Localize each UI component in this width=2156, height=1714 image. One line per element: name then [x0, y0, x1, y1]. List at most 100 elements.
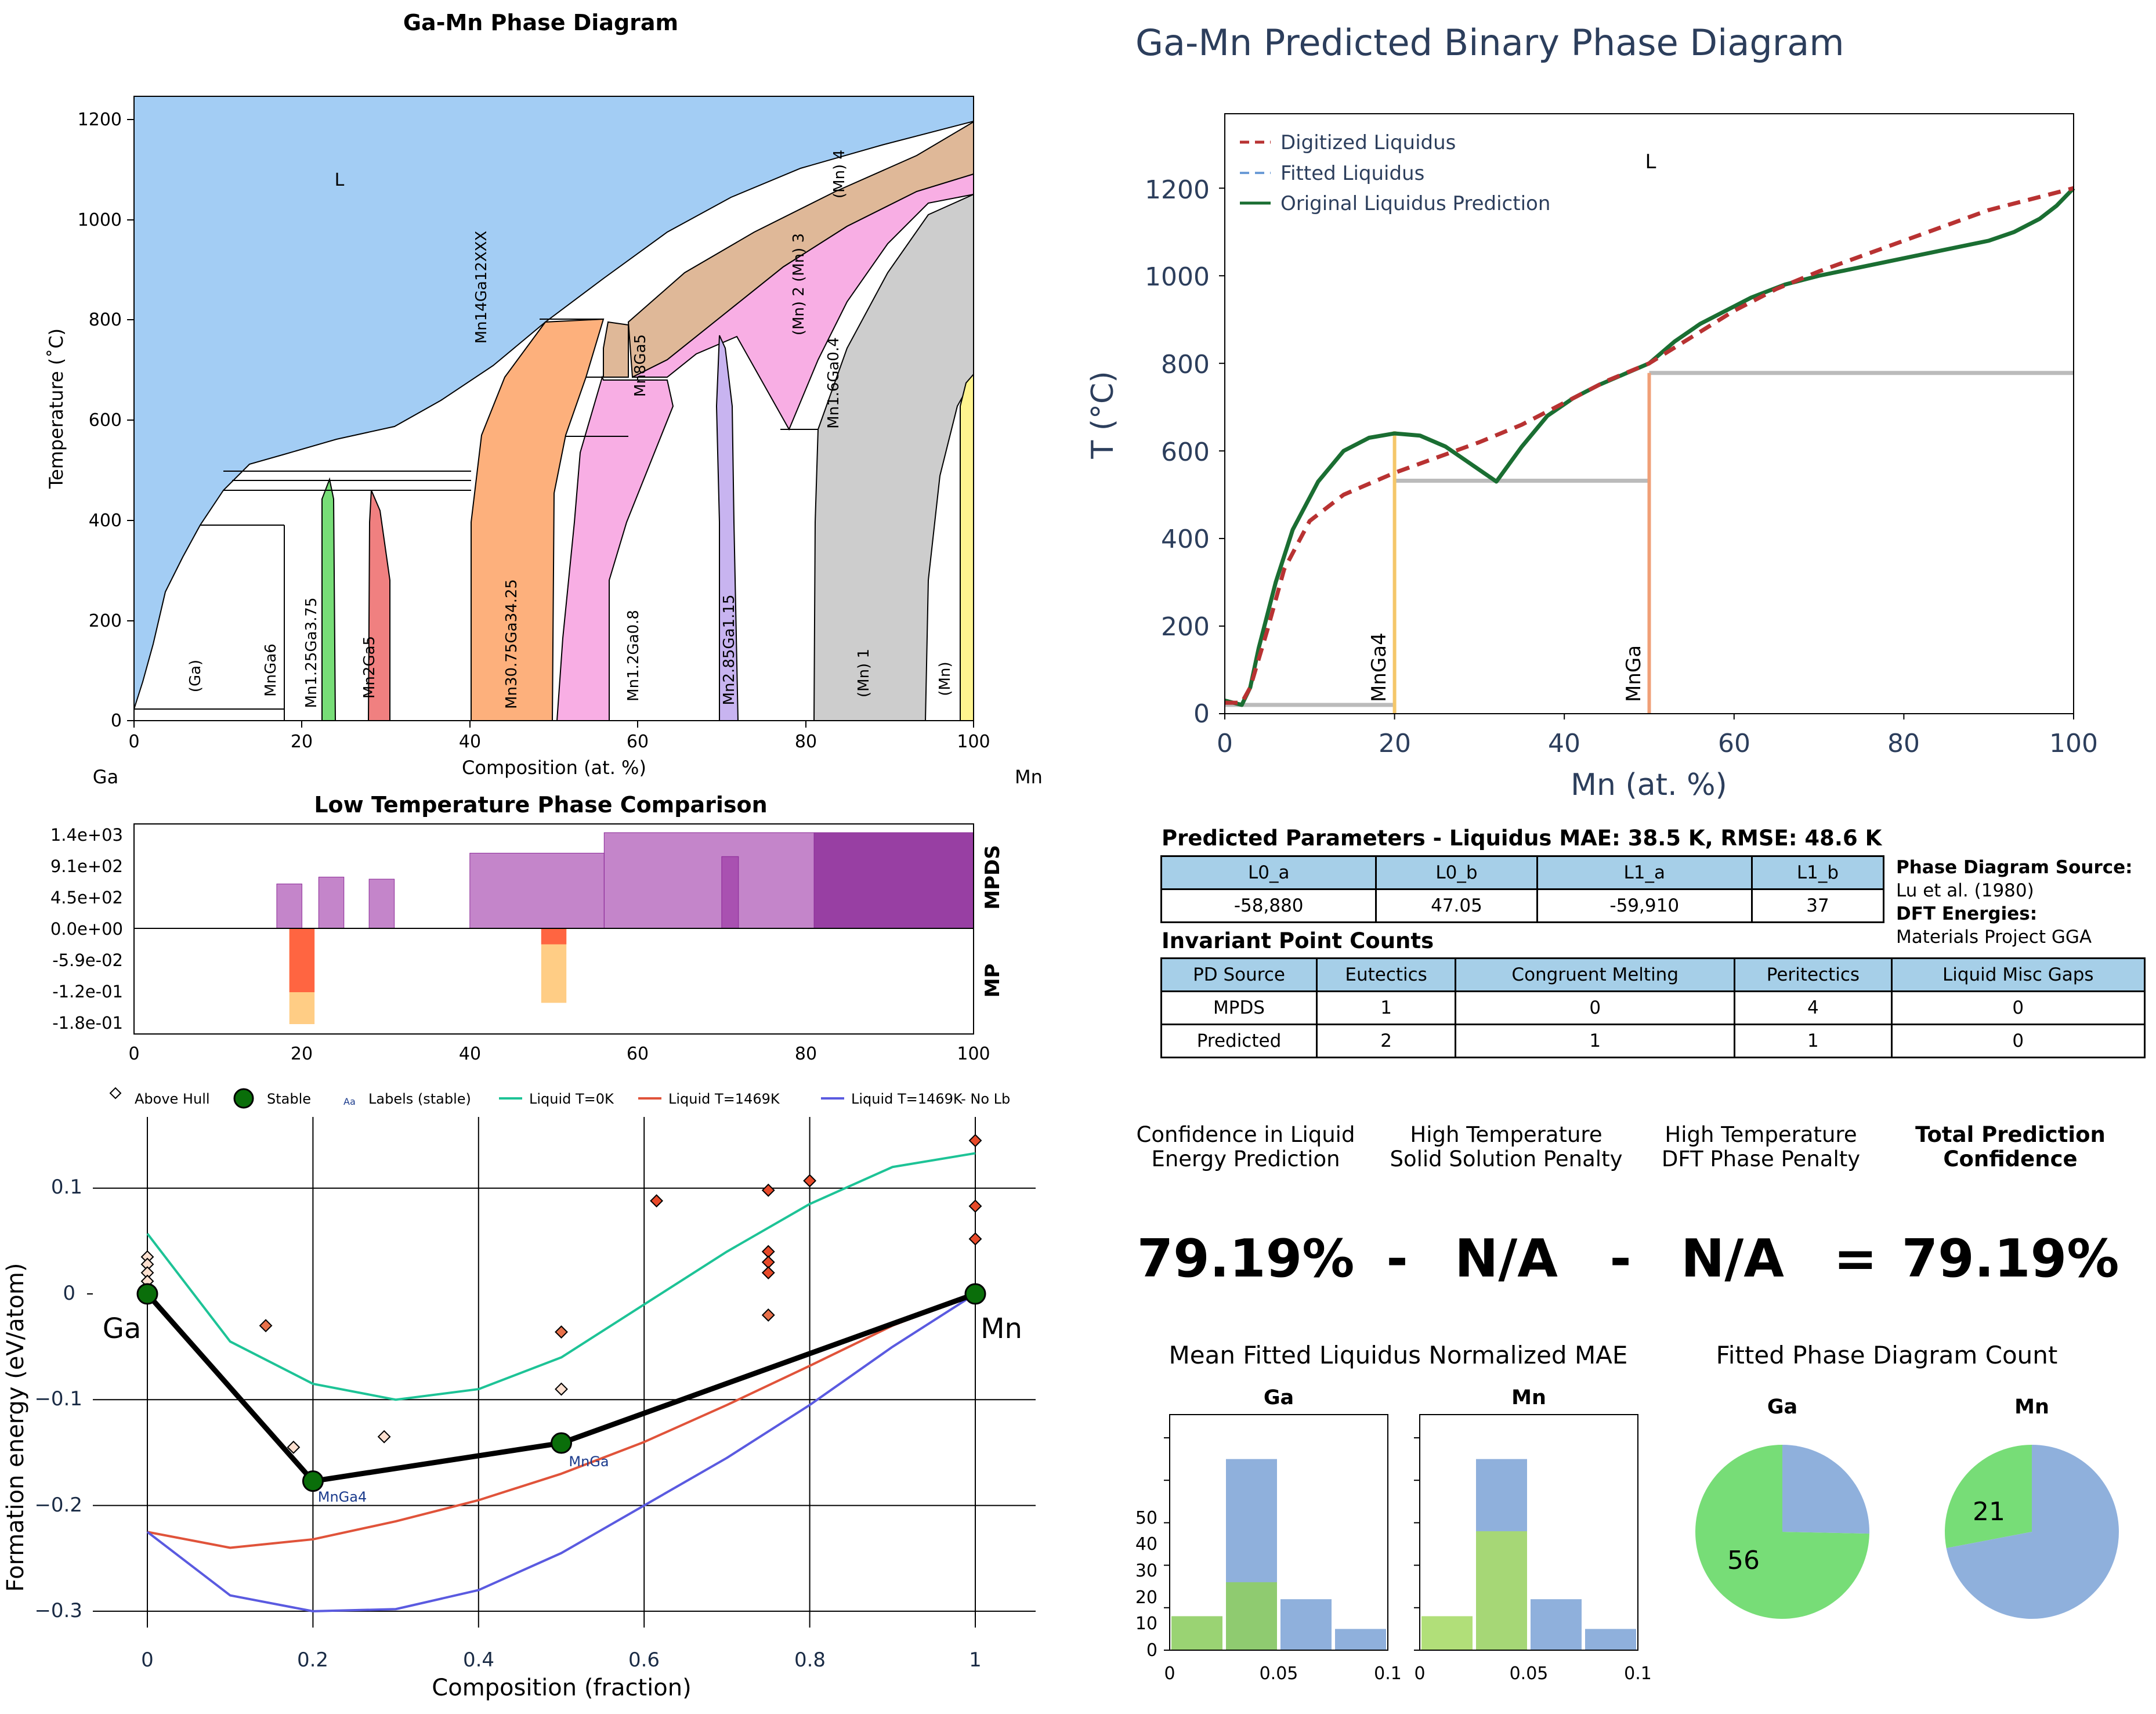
params-cell: 37	[1750, 888, 1885, 923]
mae-panel-mn: Mn	[1511, 1386, 1546, 1409]
xtick: 40	[459, 1044, 481, 1064]
conf-op1: -	[1386, 1228, 1408, 1289]
mp-bar	[541, 928, 567, 945]
ytick: 1200	[1145, 175, 1210, 205]
phase-mn125-green	[321, 477, 337, 721]
stable-point	[302, 1470, 324, 1492]
comparison-label-mpds: MPDS	[981, 845, 1004, 909]
mae-bar-green	[1171, 1616, 1222, 1650]
pie-slice	[1945, 1445, 2032, 1549]
ytick: 9.1e+02	[50, 856, 123, 876]
above-hull-point	[287, 1440, 301, 1454]
params-header: L0_b	[1375, 855, 1538, 890]
ytick: 1200	[78, 110, 122, 130]
hull-ylabel: Formation energy (eV/atom)	[2, 1263, 29, 1592]
conf-h4b: Confidence	[1943, 1147, 2077, 1171]
convex-hull-line	[145, 1291, 976, 1484]
phase-diagram-title: Ga-Mn Phase Diagram	[403, 10, 678, 35]
conf-op2: -	[1609, 1228, 1631, 1289]
count-panel-ga: Ga	[1767, 1395, 1797, 1419]
ytick: 1.4e+03	[50, 825, 123, 845]
mae-bar-green	[1476, 1531, 1527, 1650]
xtick: 0.2	[297, 1648, 328, 1672]
conf-op3: =	[1833, 1228, 1877, 1289]
predicted-legend: Digitized Liquidus Fitted Liquidus Origi…	[1240, 131, 1550, 215]
hull-label-mnga: MnGa	[569, 1453, 609, 1470]
inv-header: Eutectics	[1316, 957, 1457, 992]
comparison-xticks: 0 20 40 60 80 100	[128, 1044, 990, 1064]
params-cell: -59,910	[1536, 888, 1753, 923]
xtick: 100	[957, 1044, 990, 1064]
hull-label-mnga4: MnGa4	[318, 1489, 367, 1505]
mae-frame-ga	[1169, 1414, 1388, 1651]
hull-panel: Above Hull Stable Aa Labels (stable) Liq…	[2, 1087, 1036, 1701]
mae-frame-mn	[1419, 1414, 1638, 1651]
stable-point	[964, 1283, 986, 1305]
xtick: 0	[141, 1648, 154, 1672]
pd-source-label: Phase Diagram Source:	[1896, 857, 2133, 878]
xtick: 0.1	[1374, 1664, 1402, 1684]
xtick: 0.05	[1260, 1664, 1298, 1684]
label-mn23: (Mn) 2 (Mn) 3	[790, 233, 808, 335]
ytick: 40	[1135, 1534, 1157, 1554]
xtick: 100	[2049, 729, 2098, 758]
ytick: -1.8e-01	[52, 1013, 123, 1033]
comparison-title: Low Temperature Phase Comparison	[314, 792, 767, 818]
legend-aa-marker: Aa	[343, 1096, 356, 1107]
mae-yticks: 0 10 20 30 40 50	[1135, 1508, 1157, 1661]
confidence-panel: Confidence in Liquid Energy Prediction H…	[1137, 1122, 2119, 1289]
ytick: 800	[89, 310, 122, 330]
params-header: L0_a	[1160, 855, 1377, 890]
hull-points	[136, 1134, 986, 1492]
ytick: 0	[1146, 1640, 1157, 1661]
mpds-bar	[469, 852, 605, 929]
digitized-liquidus-line	[1225, 186, 2074, 705]
conf-v3: N/A	[1681, 1228, 1784, 1289]
conf-v1: 79.19%	[1137, 1228, 1355, 1289]
stable-point	[136, 1283, 158, 1305]
predicted-frame-top	[1224, 113, 2074, 714]
xtick: 0	[1164, 1664, 1175, 1684]
ytick: 800	[1161, 350, 1210, 379]
phase-diagram-ylabel: Temperature (˚C)	[45, 328, 67, 489]
original-liquidus-line	[1224, 186, 2075, 707]
mae-bars	[1164, 1437, 1636, 1651]
ytick: 20	[1135, 1588, 1157, 1608]
confidence-values: 79.19% - N/A - N/A = 79.19%	[1137, 1228, 2119, 1289]
inv-cell: 1	[1734, 1024, 1893, 1058]
xtick: 0	[128, 732, 139, 752]
inv-cell: 1	[1455, 1024, 1736, 1058]
confidence-headers: Confidence in Liquid Energy Prediction H…	[1137, 1122, 2106, 1171]
mae-bar-blue	[1531, 1599, 1582, 1650]
count-panel-mn: Mn	[2014, 1395, 2049, 1419]
conf-h1a: Confidence in Liquid	[1137, 1122, 1355, 1147]
phase-diagram-xticks: 0 20 40 60 80 100	[128, 732, 990, 752]
params-header: L1_a	[1536, 855, 1753, 890]
comparison-label-mp: MP	[981, 964, 1004, 998]
label-mn2ga5: Mn2Ga5	[361, 636, 378, 699]
legend-above-hull-marker	[109, 1087, 122, 1100]
legend-liquid-1469: Liquid T=1469K	[668, 1091, 780, 1107]
inv-cell: 0	[1890, 990, 2146, 1025]
phase-mn23-pink	[632, 173, 974, 431]
xtick: 60	[1718, 729, 1750, 758]
invariants-title: Invariant Point Counts	[1162, 928, 1434, 953]
params-cell: -58,880	[1160, 888, 1377, 923]
pie-label-ga: 56	[1727, 1546, 1760, 1575]
params-table: L0_a L0_b L1_a L1_b -58,880 47.05 -59,91…	[1160, 855, 1885, 923]
xtick: 80	[795, 1044, 817, 1064]
label-mn12: Mn1.2Ga0.8	[625, 610, 642, 701]
ytick: −0.2	[34, 1494, 82, 1517]
ytick: 200	[1161, 612, 1210, 642]
predicted-title: Ga-Mn Predicted Binary Phase Diagram	[1135, 21, 1844, 64]
ytick: 0.1	[51, 1176, 82, 1199]
label-mn14: Mn14Ga12XXX	[473, 231, 490, 344]
mae-bar-green	[1421, 1616, 1473, 1650]
above-hull-point	[803, 1174, 817, 1188]
phase-diagram-tickmarks	[127, 119, 974, 728]
legend-original: Original Liquidus Prediction	[1280, 192, 1550, 215]
mae-panel: Mean Fitted Liquidus Normalized MAE Ga M…	[1135, 1341, 1652, 1684]
predicted-label-mnga: MnGa	[1622, 645, 1645, 702]
conf-h3a: High Temperature	[1665, 1122, 1857, 1147]
